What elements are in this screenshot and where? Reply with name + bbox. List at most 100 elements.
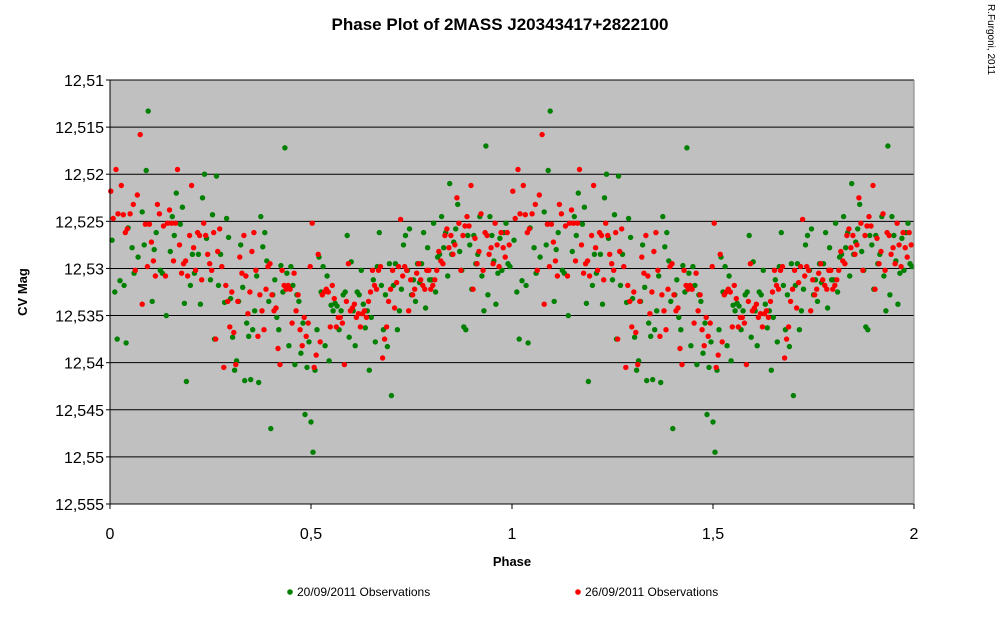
data-point	[512, 215, 518, 222]
data-point	[639, 254, 645, 260]
data-point	[322, 343, 328, 349]
data-point	[547, 108, 553, 114]
data-point	[207, 277, 214, 283]
data-point	[339, 320, 346, 326]
data-point	[282, 145, 288, 151]
data-point	[306, 339, 312, 345]
data-point	[784, 292, 791, 298]
data-point	[601, 195, 608, 201]
data-point	[303, 333, 309, 339]
data-point	[617, 248, 623, 255]
data-point	[716, 327, 722, 333]
data-point	[556, 201, 563, 208]
data-point	[522, 212, 528, 218]
data-point	[769, 289, 776, 295]
data-point	[391, 305, 398, 311]
x-tick-label: 2	[910, 526, 919, 543]
data-point	[301, 314, 307, 321]
data-point	[186, 232, 193, 239]
credit-text: R.Furgoni, 2011	[985, 4, 996, 75]
data-point	[221, 364, 227, 371]
data-point	[832, 220, 839, 226]
data-point	[802, 273, 808, 279]
data-point	[623, 364, 629, 371]
data-point	[217, 226, 223, 232]
data-point	[307, 263, 313, 270]
data-point	[370, 277, 376, 283]
data-point	[486, 251, 492, 257]
data-point	[192, 267, 199, 273]
data-point	[497, 235, 503, 241]
data-point	[689, 286, 695, 292]
data-point	[386, 261, 393, 267]
data-point	[163, 312, 169, 319]
data-point	[120, 212, 127, 218]
data-point	[693, 270, 699, 276]
data-point	[121, 282, 127, 289]
data-point	[881, 273, 887, 279]
data-point	[570, 220, 577, 226]
data-point	[110, 215, 116, 222]
data-point	[238, 242, 244, 248]
data-point	[867, 232, 873, 239]
data-point	[408, 277, 414, 283]
data-point	[701, 343, 707, 349]
data-point	[834, 277, 840, 283]
data-point	[276, 327, 282, 333]
data-point	[313, 352, 319, 358]
data-point	[645, 273, 651, 279]
data-point	[523, 282, 529, 289]
data-point	[385, 298, 392, 305]
data-point	[209, 212, 216, 218]
data-point	[154, 201, 161, 208]
data-point	[327, 324, 333, 330]
data-point	[866, 213, 872, 220]
data-point	[514, 289, 520, 295]
data-point	[117, 278, 123, 284]
data-point	[764, 325, 770, 331]
data-point	[239, 270, 245, 276]
data-point	[553, 246, 559, 253]
data-point	[432, 277, 438, 283]
data-point	[279, 267, 285, 273]
data-point	[858, 220, 864, 226]
data-point	[770, 314, 776, 321]
data-point	[257, 292, 263, 298]
data-point	[201, 220, 207, 226]
data-point	[324, 273, 330, 279]
data-point	[320, 263, 326, 270]
data-point	[207, 261, 213, 267]
data-point	[177, 221, 183, 227]
data-point	[686, 270, 692, 276]
data-point	[195, 251, 202, 257]
data-point	[669, 261, 675, 267]
data-point	[692, 282, 698, 289]
data-point	[586, 273, 593, 279]
data-point	[369, 267, 376, 273]
data-point	[655, 267, 661, 273]
data-point	[240, 284, 246, 290]
data-point	[562, 223, 569, 229]
data-point	[254, 273, 260, 279]
data-point	[341, 361, 348, 368]
data-point	[847, 273, 853, 279]
data-point	[225, 234, 232, 241]
data-point	[763, 308, 770, 314]
data-point	[400, 273, 406, 279]
y-tick-label: 12,545	[55, 403, 104, 420]
data-point	[223, 282, 229, 289]
data-point	[189, 251, 196, 257]
data-point	[844, 232, 850, 239]
data-point	[368, 314, 374, 321]
data-point	[654, 308, 660, 314]
data-point	[211, 229, 217, 236]
data-point	[492, 220, 498, 226]
data-point	[703, 314, 709, 321]
data-point	[736, 303, 742, 309]
data-point	[494, 242, 500, 248]
data-point	[376, 229, 382, 236]
data-point	[352, 343, 358, 349]
data-point	[237, 254, 243, 260]
data-point	[333, 324, 339, 330]
data-point	[657, 333, 663, 339]
